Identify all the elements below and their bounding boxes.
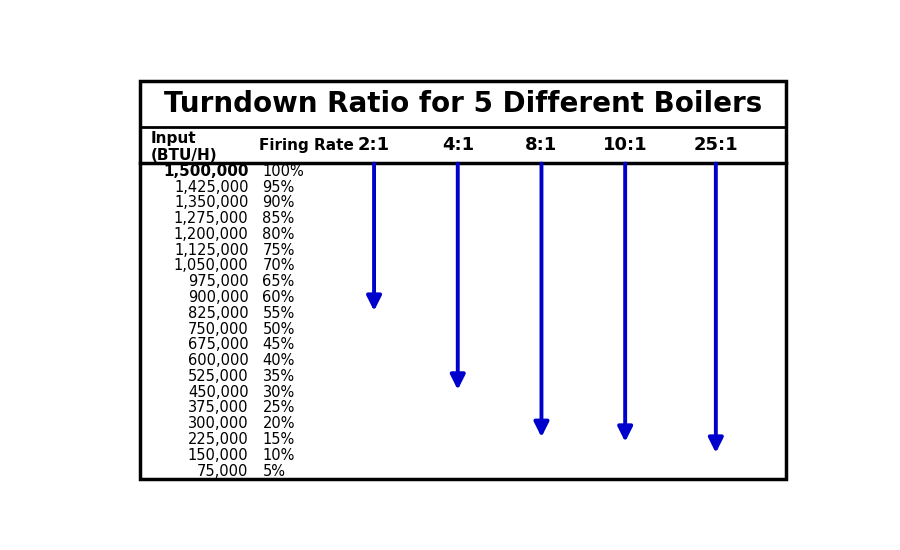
Text: 375,000: 375,000 bbox=[188, 400, 248, 415]
Text: 15%: 15% bbox=[263, 432, 294, 447]
Text: 60%: 60% bbox=[263, 290, 295, 305]
Text: 750,000: 750,000 bbox=[188, 322, 248, 337]
Text: 10%: 10% bbox=[263, 448, 295, 463]
Text: 30%: 30% bbox=[263, 384, 294, 400]
Text: 100%: 100% bbox=[263, 164, 304, 179]
Text: 300,000: 300,000 bbox=[188, 416, 248, 431]
Text: 75%: 75% bbox=[263, 243, 295, 257]
Text: Input
(BTU/H): Input (BTU/H) bbox=[151, 131, 218, 163]
Text: 1,125,000: 1,125,000 bbox=[174, 243, 248, 257]
Text: 5%: 5% bbox=[263, 464, 285, 478]
Text: 675,000: 675,000 bbox=[188, 337, 248, 353]
Text: 1,350,000: 1,350,000 bbox=[174, 195, 248, 210]
Text: 25%: 25% bbox=[263, 400, 295, 415]
Text: 1,200,000: 1,200,000 bbox=[174, 227, 248, 242]
Text: 150,000: 150,000 bbox=[188, 448, 248, 463]
Text: 975,000: 975,000 bbox=[188, 274, 248, 289]
Text: 20%: 20% bbox=[263, 416, 295, 431]
Text: 95%: 95% bbox=[263, 179, 294, 195]
Text: 25:1: 25:1 bbox=[694, 136, 738, 155]
Text: 45%: 45% bbox=[263, 337, 294, 353]
Text: Turndown Ratio for 5 Different Boilers: Turndown Ratio for 5 Different Boilers bbox=[164, 90, 762, 118]
Text: 90%: 90% bbox=[263, 195, 295, 210]
Text: 8:1: 8:1 bbox=[526, 136, 558, 155]
Text: 75,000: 75,000 bbox=[197, 464, 248, 478]
Text: 35%: 35% bbox=[263, 369, 294, 384]
Text: 55%: 55% bbox=[263, 306, 294, 321]
Text: 600,000: 600,000 bbox=[188, 353, 248, 368]
Text: 825,000: 825,000 bbox=[188, 306, 248, 321]
Text: 40%: 40% bbox=[263, 353, 295, 368]
Text: Firing Rate: Firing Rate bbox=[259, 138, 354, 153]
Text: 525,000: 525,000 bbox=[188, 369, 248, 384]
Text: 1,275,000: 1,275,000 bbox=[174, 211, 248, 226]
Text: 10:1: 10:1 bbox=[603, 136, 647, 155]
Text: 70%: 70% bbox=[263, 258, 295, 273]
Text: 1,050,000: 1,050,000 bbox=[174, 258, 248, 273]
Text: 85%: 85% bbox=[263, 211, 294, 226]
Text: 900,000: 900,000 bbox=[188, 290, 248, 305]
Text: 1,425,000: 1,425,000 bbox=[174, 179, 248, 195]
Text: 1,500,000: 1,500,000 bbox=[163, 164, 248, 179]
Text: 2:1: 2:1 bbox=[358, 136, 390, 155]
Text: 50%: 50% bbox=[263, 322, 295, 337]
Text: 225,000: 225,000 bbox=[188, 432, 248, 447]
Text: 4:1: 4:1 bbox=[442, 136, 473, 155]
Text: 80%: 80% bbox=[263, 227, 295, 242]
Text: 450,000: 450,000 bbox=[188, 384, 248, 400]
Text: 65%: 65% bbox=[263, 274, 294, 289]
